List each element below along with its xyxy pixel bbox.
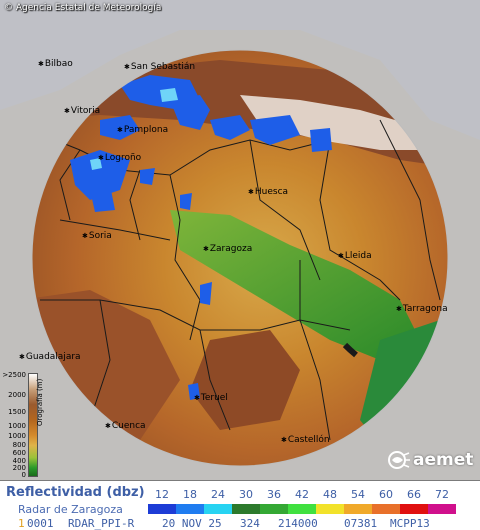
dbz-label: 24 <box>211 488 225 501</box>
dbz-label: 42 <box>295 488 309 501</box>
status-code-1: 214000 <box>278 517 318 530</box>
elevation-tick: 400 <box>12 457 26 465</box>
elevation-tick: 1000 <box>8 422 26 430</box>
city-bilbao: Bilbao <box>38 59 73 69</box>
status-time: 324 <box>240 517 260 530</box>
dbz-label: 48 <box>323 488 337 501</box>
dbz-label: 30 <box>239 488 253 501</box>
city-logrono: Logroño <box>98 153 141 163</box>
dbz-swatch <box>260 504 288 514</box>
copyright-notice: © Agencia Estatal de Meteorología <box>4 3 162 13</box>
dbz-swatch <box>204 504 232 514</box>
city-tarragona: Tarragona <box>396 304 448 314</box>
status-product-id: 0001 <box>27 517 54 530</box>
radar-map <box>0 0 480 480</box>
status-code-2: 07381 <box>344 517 378 530</box>
pyrenees-snow <box>240 95 440 150</box>
dbz-label: 54 <box>351 488 365 501</box>
elevation-tick: >2500 <box>2 371 26 379</box>
teruel-highlands <box>190 330 300 430</box>
elevation-tick: 600 <box>12 449 26 457</box>
city-castellon: Castellón <box>281 435 330 445</box>
dbz-swatch <box>232 504 260 514</box>
aemet-logo-text: aemet <box>413 450 474 470</box>
dbz-swatch <box>316 504 344 514</box>
radar-name: Radar de Zaragoza <box>18 503 123 516</box>
dbz-label: 72 <box>435 488 449 501</box>
aemet-logo-icon <box>388 451 410 469</box>
ebro-delta <box>342 342 358 358</box>
elevation-tick: 1500 <box>8 408 26 416</box>
dbz-swatch <box>288 504 316 514</box>
elevation-tick: 800 <box>12 441 26 449</box>
city-pamplona: Pamplona <box>117 125 168 135</box>
dbz-label: 12 <box>155 488 169 501</box>
dbz-label: 60 <box>379 488 393 501</box>
elevation-tick: 0 <box>21 471 26 479</box>
dbz-label: 66 <box>407 488 421 501</box>
city-cuenca: Cuenca <box>105 421 146 431</box>
radar-range-ring <box>31 49 449 467</box>
admin-boundaries <box>32 119 441 441</box>
elevation-tick: 2000 <box>8 391 26 399</box>
status-index: 1 <box>18 517 25 530</box>
city-teruel: Teruel <box>194 393 228 403</box>
city-guadalajara: Guadalajara <box>19 352 81 362</box>
dbz-swatch <box>428 504 456 514</box>
status-date: 20 NOV 25 <box>162 517 222 530</box>
dbz-label: 36 <box>267 488 281 501</box>
city-soria: Soria <box>82 231 112 241</box>
city-vitoria: Vitoria <box>64 106 100 116</box>
elevation-axis-label: Orografía (m) <box>36 378 44 426</box>
dbz-label: 18 <box>183 488 197 501</box>
aemet-logo: aemet <box>388 447 478 473</box>
elevation-tick: 1000 <box>8 432 26 440</box>
city-san-sebastian: San Sebastián <box>124 62 195 72</box>
elevation-legend: >2500 2000 1500 1000 1000 800 600 400 20… <box>0 368 52 479</box>
status-product: RDAR_PPI-R <box>68 517 135 530</box>
city-huesca: Huesca <box>248 187 288 197</box>
dbz-swatch <box>400 504 428 514</box>
dbz-swatch <box>148 504 176 514</box>
status-line: 1 0001 RDAR_PPI-R 20 NOV 25 324 214000 0… <box>0 516 480 530</box>
legend-panel: Reflectividad (dbz) Radar de Zaragoza 12… <box>0 480 480 530</box>
city-lleida: Lleida <box>338 251 372 261</box>
city-zaragoza: Zaragoza <box>203 244 252 254</box>
elevation-tick: 200 <box>12 464 26 472</box>
dbz-swatch <box>176 504 204 514</box>
status-code-3: MCPP13 <box>390 517 430 530</box>
elevation-color-bar <box>28 373 38 477</box>
dbz-swatch <box>372 504 400 514</box>
reflectivity-title: Reflectividad (dbz) <box>6 485 145 500</box>
dbz-swatch <box>344 504 372 514</box>
